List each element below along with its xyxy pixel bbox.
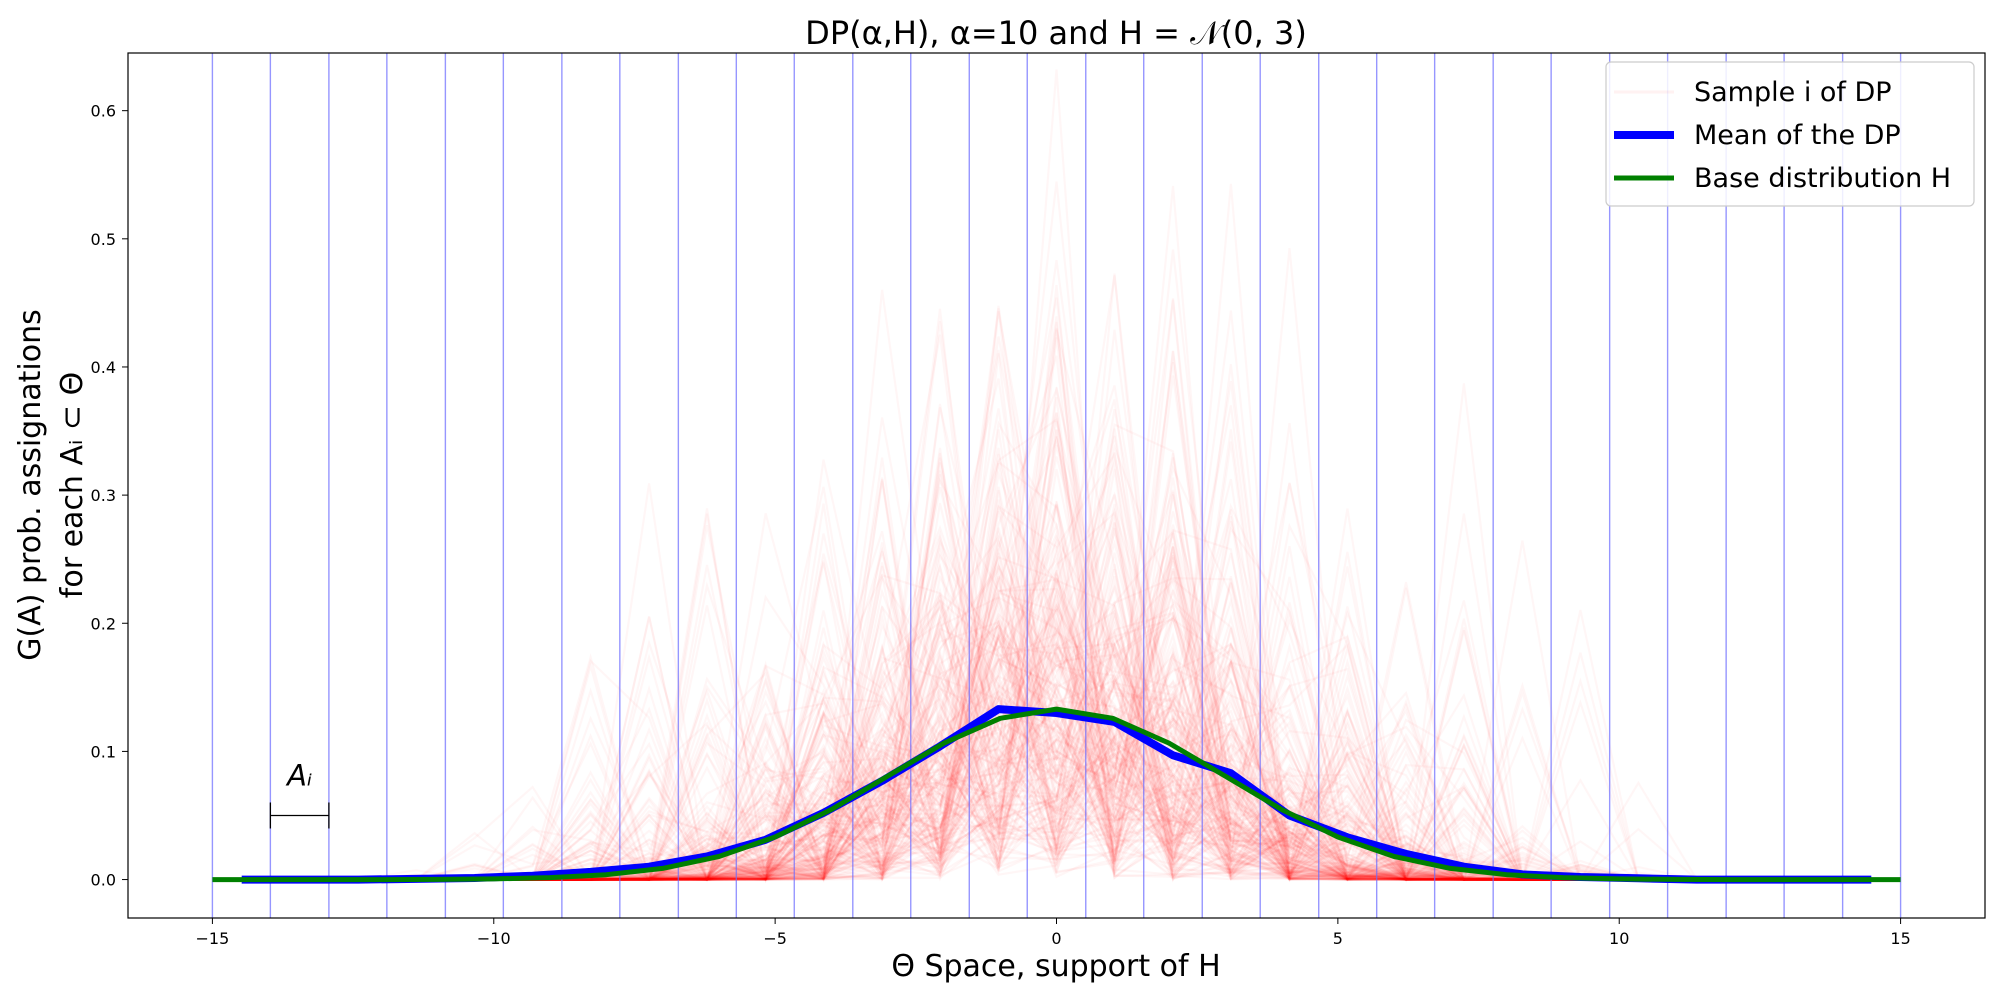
y-tick-label: 0.2 (91, 614, 116, 633)
y-tick-label: 0.5 (91, 230, 116, 249)
base-series-layer (212, 706, 1901, 883)
y-tick-label: 0.6 (91, 102, 116, 121)
legend-label-samples: Sample i of DP (1694, 77, 1892, 108)
y-tick-label: 0.3 (91, 486, 116, 505)
x-tick-label: 5 (1333, 929, 1343, 948)
legend: Sample i of DP Mean of the DP Base distr… (1605, 61, 1975, 207)
x-tick-label: −15 (196, 929, 230, 948)
x-tick-label: −5 (763, 929, 787, 948)
x-tick-label: −10 (477, 929, 511, 948)
partition-lines (211, 53, 1902, 918)
partition-annotation: Aᵢ (269, 758, 330, 829)
y-axis-label-line1: G(A) prob. assignations (13, 309, 48, 660)
legend-box (1605, 61, 1975, 207)
x-tick-label: 0 (1051, 929, 1061, 948)
y-tick-label: 0.4 (91, 358, 116, 377)
x-ticks: −15 −10 −5 0 5 10 15 (196, 918, 1911, 948)
x-tick-label: 10 (1609, 929, 1629, 948)
legend-label-base: Base distribution H (1694, 163, 1951, 194)
y-tick-label: 0.1 (91, 742, 116, 761)
y-ticks: 0.0 0.1 0.2 0.3 0.4 0.5 0.6 (91, 102, 128, 890)
y-tick-label: 0.0 (91, 871, 116, 890)
x-tick-label: 15 (1890, 929, 1910, 948)
chart-title: DP(α,H), α=10 and H = 𝒩(0, 3) (805, 14, 1307, 52)
base-distribution-line (212, 706, 1901, 883)
x-axis-label: Θ Space, support of H (891, 949, 1220, 984)
annotation-label: Aᵢ (285, 758, 312, 792)
y-axis-label-line2: for each Aᵢ ⊂ Θ (55, 372, 90, 598)
legend-label-mean: Mean of the DP (1694, 120, 1901, 151)
